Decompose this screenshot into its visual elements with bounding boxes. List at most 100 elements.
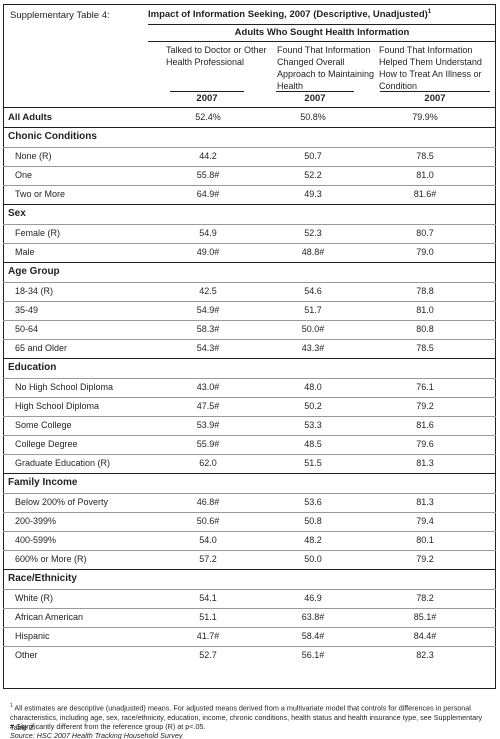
table-row: 200-399% 50.6# 50.8 79.4	[3, 512, 496, 531]
cell-value: 80.7	[416, 228, 434, 238]
table-row: Male 49.0# 48.8# 79.0	[3, 243, 496, 262]
cell-value: 84.4#	[413, 631, 437, 641]
cell-value: 81.6	[416, 420, 434, 430]
cell-value: 52.4%	[195, 112, 221, 122]
cell-value: 50.7	[304, 151, 322, 161]
divider	[3, 127, 496, 128]
cell-value: 56.1#	[301, 650, 325, 660]
table-row-all-adults: All Adults 52.4% 50.8% 79.9%	[3, 108, 496, 127]
cell-value: 79.2	[416, 401, 434, 411]
table-row: Graduate Education (R) 62.0 51.5 81.3	[3, 454, 496, 473]
row-label: One	[15, 170, 33, 180]
row-divider	[3, 185, 496, 186]
table-row: 50-64 58.3# 50.0# 80.8	[3, 320, 496, 339]
cell-value: 49.3	[304, 189, 322, 199]
table-row: One 55.8# 52.2 81.0	[3, 166, 496, 185]
cell-value: 52.2	[304, 170, 322, 180]
cell-value: 51.5	[304, 458, 322, 468]
row-label: Hispanic	[15, 631, 50, 641]
row-label: Male	[15, 247, 35, 257]
row-divider	[3, 282, 496, 283]
divider	[3, 107, 496, 108]
row-label: College Degree	[15, 439, 78, 449]
table-row: 600% or More (R) 57.2 50.0 79.2	[3, 550, 496, 569]
row-divider	[3, 435, 496, 436]
cell-value: 58.4#	[301, 631, 325, 641]
divider	[3, 569, 496, 570]
cell-value: 62.0	[199, 458, 217, 468]
source-note: Source: HSC 2007 Health Tracking Househo…	[10, 731, 183, 739]
cell-value: 78.5	[416, 151, 434, 161]
cell-value: 50.2	[304, 401, 322, 411]
cell-value: 81.0	[416, 170, 434, 180]
cell-value: 78.2	[416, 593, 434, 603]
cell-value: 48.8#	[301, 247, 325, 257]
row-divider	[3, 627, 496, 628]
cell-value: 81.3	[416, 497, 434, 507]
divider	[3, 262, 496, 263]
divider	[3, 204, 496, 205]
cell-value: 85.1#	[413, 612, 437, 622]
column-header: Found That Information Changed Overall A…	[277, 45, 375, 91]
table-row: Some College 53.9# 53.3 81.6	[3, 416, 496, 435]
table-row: White (R) 54.1 46.9 78.2	[3, 589, 496, 608]
row-divider	[3, 646, 496, 647]
table-row: Below 200% of Poverty 46.8# 53.6 81.3	[3, 493, 496, 512]
cell-value: 46.8#	[196, 497, 220, 507]
row-label: High School Diploma	[15, 401, 100, 411]
row-divider	[3, 550, 496, 551]
cell-value: 55.9#	[196, 439, 220, 449]
divider	[3, 473, 496, 474]
table-row: African American 51.1 63.8# 85.1#	[3, 608, 496, 627]
cell-value: 47.5#	[196, 401, 220, 411]
column-header: Found That Information Helped Them Under…	[379, 45, 482, 91]
table-label: Supplementary Table 4:	[10, 10, 110, 21]
footnote: 1 All estimates are descriptive (unadjus…	[10, 703, 483, 733]
cell-value: 52.7	[199, 650, 217, 660]
cell-value: 54.9	[199, 228, 217, 238]
cell-value: 44.2	[199, 151, 217, 161]
row-label: 50-64	[15, 324, 39, 334]
row-divider	[3, 512, 496, 513]
row-divider	[3, 378, 496, 379]
group-title: Race/Ethnicity	[8, 573, 77, 584]
cell-value: 54.1	[199, 593, 217, 603]
cell-value: 79.6	[416, 439, 434, 449]
cell-value: 80.8	[416, 324, 434, 334]
row-label: No High School Diploma	[15, 382, 114, 392]
cell-value: 64.9#	[196, 189, 220, 199]
cell-value: 50.0	[304, 554, 322, 564]
year-header: 2007	[196, 93, 218, 104]
cell-value: 78.5	[416, 343, 434, 353]
group-title: Education	[8, 362, 57, 373]
cell-value: 57.2	[199, 554, 217, 564]
cell-value: 48.0	[304, 382, 322, 392]
cell-value: 78.8	[416, 286, 434, 296]
row-label: White (R)	[15, 593, 53, 603]
cell-value: 52.3	[304, 228, 322, 238]
cell-value: 50.6#	[196, 516, 220, 526]
row-divider	[3, 531, 496, 532]
row-label: 35-49	[15, 305, 39, 315]
row-divider	[3, 301, 496, 302]
row-label: Below 200% of Poverty	[15, 497, 109, 507]
cell-value: 51.1	[199, 612, 217, 622]
divider	[148, 24, 496, 25]
row-label: 400-599%	[15, 535, 57, 545]
row-divider	[3, 416, 496, 417]
row-divider	[3, 454, 496, 455]
row-label: Female (R)	[15, 228, 61, 238]
cell-value: 48.5	[304, 439, 322, 449]
cell-value: 79.4	[416, 516, 434, 526]
row-label: All Adults	[8, 112, 52, 123]
row-label: Some College	[15, 420, 72, 430]
row-divider	[3, 608, 496, 609]
year-header: 2007	[304, 93, 326, 104]
table-frame	[3, 4, 496, 689]
table-title: Impact of Information Seeking, 2007 (Des…	[148, 9, 432, 21]
cell-value: 43.3#	[301, 343, 325, 353]
cell-value: 80.1	[416, 535, 434, 545]
cell-value: 63.8#	[301, 612, 325, 622]
row-label: 600% or More (R)	[15, 554, 87, 564]
cell-value: 50.0#	[301, 324, 325, 334]
